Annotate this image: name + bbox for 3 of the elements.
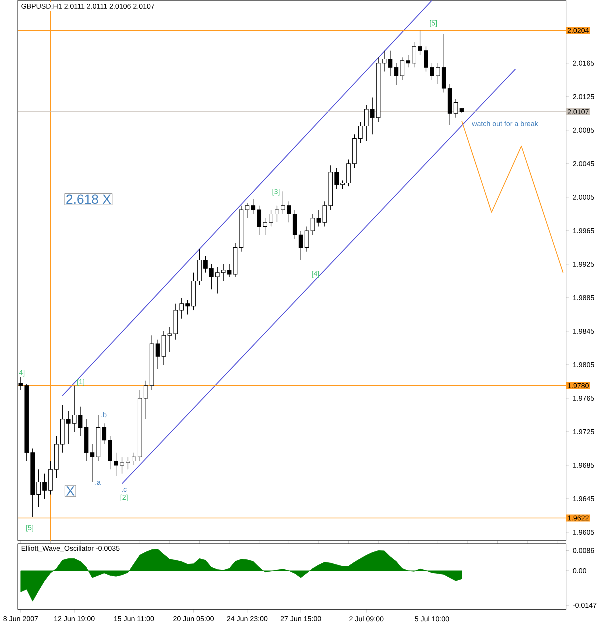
annotation: 2.618 X	[66, 194, 111, 204]
annotation: X	[66, 486, 75, 496]
line-series	[461, 120, 564, 274]
